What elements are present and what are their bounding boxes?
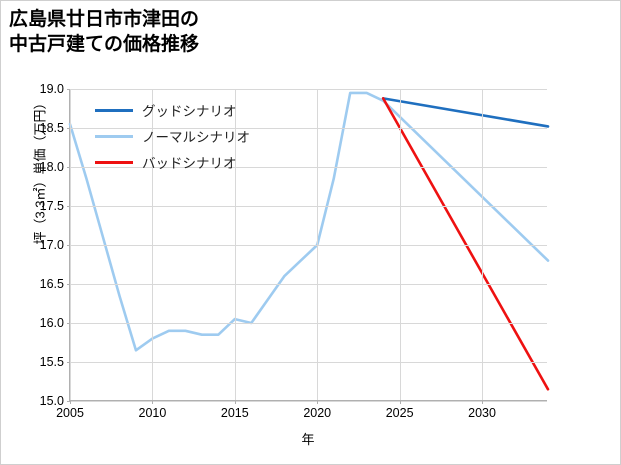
gridline-vertical bbox=[234, 89, 236, 400]
y-tick-mark bbox=[66, 167, 70, 168]
gridline-vertical bbox=[152, 89, 154, 400]
y-tick-label: 16.5 bbox=[39, 277, 64, 291]
y-tick-label: 18.0 bbox=[39, 160, 64, 174]
y-tick-mark bbox=[66, 89, 70, 90]
legend: グッドシナリオ ノーマルシナリオ バッドシナリオ bbox=[91, 93, 258, 179]
y-tick-label: 15.0 bbox=[39, 394, 64, 408]
x-tick-label: 2015 bbox=[220, 406, 249, 420]
gridline-horizontal bbox=[70, 128, 547, 129]
gridline-vertical bbox=[482, 89, 484, 400]
y-tick-label: 17.5 bbox=[39, 199, 64, 213]
y-tick-mark bbox=[66, 128, 70, 129]
legend-item-label: グッドシナリオ bbox=[142, 104, 237, 119]
x-tick-label: 2020 bbox=[303, 406, 332, 420]
gridline-horizontal bbox=[70, 167, 547, 168]
legend-item-label: ノーマルシナリオ bbox=[142, 130, 250, 145]
y-tick-label: 17.0 bbox=[39, 238, 64, 252]
gridline-horizontal bbox=[70, 401, 547, 402]
legend-color-swatch bbox=[95, 134, 133, 138]
gridline-horizontal bbox=[70, 362, 547, 363]
y-tick-mark bbox=[66, 323, 70, 324]
y-tick-label: 18.5 bbox=[39, 121, 64, 135]
x-tick-mark bbox=[399, 400, 401, 404]
gridline-vertical bbox=[70, 89, 71, 400]
legend-color-swatch bbox=[95, 108, 133, 112]
series-line bbox=[381, 97, 550, 391]
legend-color-swatch bbox=[95, 160, 133, 164]
legend-item: グッドシナリオ bbox=[95, 97, 250, 123]
x-tick-mark bbox=[152, 400, 154, 404]
y-tick-mark bbox=[66, 284, 70, 285]
legend-item-label: バッドシナリオ bbox=[142, 156, 237, 171]
y-tick-mark bbox=[66, 245, 70, 246]
gridline-horizontal bbox=[70, 245, 547, 246]
x-tick-label: 2030 bbox=[468, 406, 496, 420]
gridline-vertical bbox=[317, 89, 319, 400]
x-tick-label: 2025 bbox=[385, 406, 414, 420]
y-tick-mark bbox=[66, 206, 70, 207]
gridline-vertical bbox=[399, 89, 401, 400]
x-axis-label: 年 bbox=[301, 432, 315, 447]
legend-item: バッドシナリオ bbox=[95, 149, 250, 175]
x-tick-label: 2005 bbox=[56, 406, 84, 420]
x-tick-label: 2010 bbox=[138, 406, 167, 420]
gridline-horizontal bbox=[70, 206, 547, 207]
y-axis-label: 坪（3.3㎡）単価（万円） bbox=[32, 96, 48, 245]
x-tick-mark bbox=[317, 400, 319, 404]
y-tick-mark bbox=[66, 362, 70, 363]
x-tick-mark bbox=[482, 400, 484, 404]
series-line bbox=[381, 97, 550, 128]
gridline-horizontal bbox=[70, 284, 547, 285]
y-tick-label: 15.5 bbox=[39, 355, 64, 369]
x-tick-mark bbox=[70, 400, 71, 404]
y-tick-label: 19.0 bbox=[39, 82, 64, 96]
y-tick-mark bbox=[66, 401, 70, 402]
plot-area: 15.0 15.5 16.0 16.5 17.0 17.5 18.0 18.5 19.0 2005… bbox=[40, 82, 550, 420]
legend-item: ノーマルシナリオ bbox=[95, 123, 250, 149]
gridline-horizontal bbox=[70, 89, 547, 90]
y-tick-label: 16.0 bbox=[39, 316, 64, 330]
gridline-horizontal bbox=[70, 323, 547, 324]
x-tick-mark bbox=[234, 400, 236, 404]
page-title: 広島県廿日市市津田の 中古戸建ての価格推移 bbox=[9, 9, 200, 56]
